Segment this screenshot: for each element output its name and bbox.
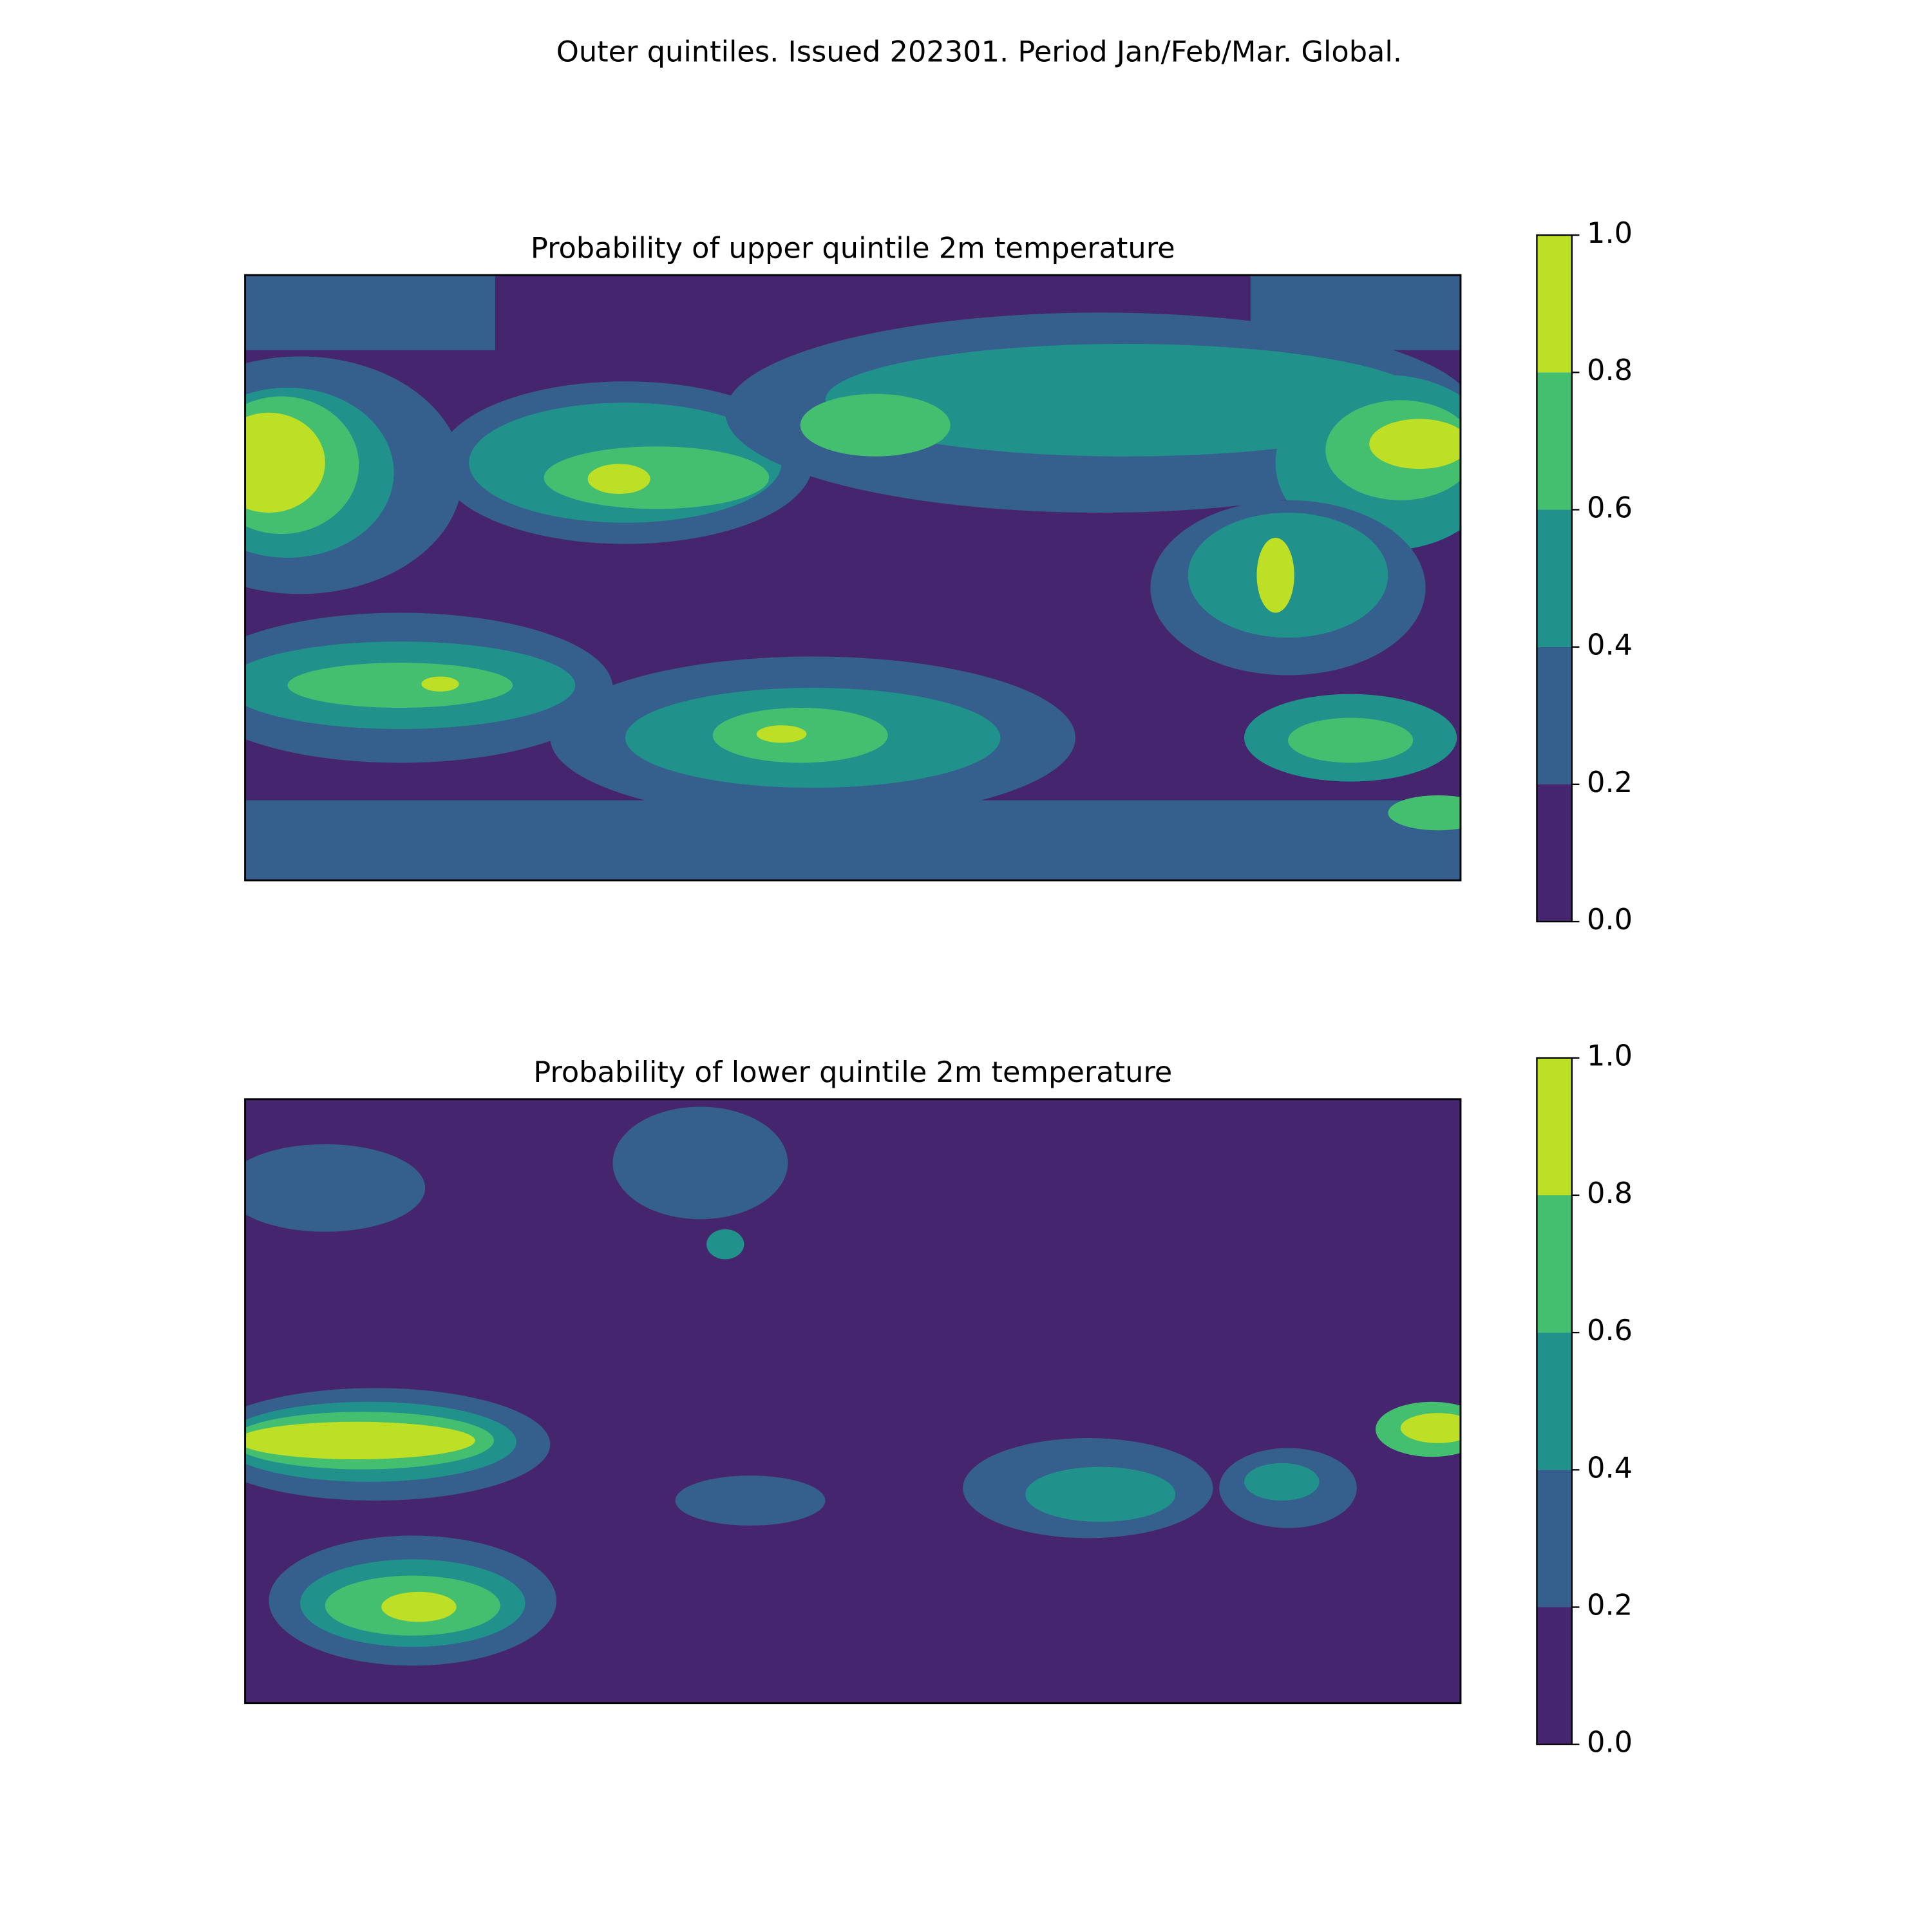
subplot-title: Probability of upper quintile 2m tempera… (531, 231, 1175, 265)
field (1244, 1463, 1320, 1501)
colorbar-tick-label: 0.8 (1587, 1177, 1633, 1210)
field (756, 725, 807, 743)
colorbar-tick-label: 0.0 (1587, 1726, 1633, 1759)
colorbar-band (1537, 372, 1572, 510)
field (675, 1475, 826, 1526)
colorbar-tick-label: 0.4 (1587, 629, 1633, 662)
colorbar-band (1537, 235, 1572, 373)
colorbar-band (1537, 509, 1572, 647)
field (544, 446, 770, 509)
colorbar-band (1537, 1195, 1572, 1333)
colorbar-tick-label: 0.2 (1587, 766, 1633, 799)
colorbar-tick-label: 1.0 (1587, 1039, 1633, 1073)
map-field (245, 1099, 1461, 1703)
field (245, 1421, 475, 1460)
colorbar-frame (1536, 234, 1573, 923)
field (1400, 1413, 1461, 1443)
subplot-title: Probability of lower quintile 2m tempera… (533, 1056, 1172, 1089)
colorbar-band (1537, 1057, 1572, 1195)
field (1025, 1466, 1176, 1522)
field (1256, 537, 1294, 613)
colorbar-band (1537, 784, 1572, 922)
map-frame (244, 1098, 1462, 1705)
colorbar-frame (1536, 1057, 1573, 1745)
field (245, 275, 495, 350)
colorbar-tick-label: 0.6 (1587, 1314, 1633, 1347)
colorbar-tick-label: 0.6 (1587, 491, 1633, 524)
colorbar-tick-label: 1.0 (1587, 216, 1633, 250)
field (800, 393, 951, 457)
field (706, 1229, 744, 1260)
colorbar-tick-label: 0.4 (1587, 1451, 1633, 1484)
field (421, 676, 459, 692)
colorbar-band (1537, 647, 1572, 784)
colorbar-tick-label: 0.2 (1587, 1589, 1633, 1622)
field (612, 1106, 788, 1220)
colorbar-band (1537, 1607, 1572, 1745)
colorbar-tick-label: 0.0 (1587, 903, 1633, 936)
field (245, 412, 325, 513)
colorbar-tick-label: 0.8 (1587, 354, 1633, 387)
field (1288, 717, 1414, 763)
field (287, 663, 513, 708)
field (587, 464, 650, 494)
field (825, 343, 1426, 457)
colorbar-band (1537, 1470, 1572, 1607)
figure-title: Outer quintiles. Issued 202301. Period J… (556, 35, 1402, 68)
field (1388, 795, 1461, 831)
field (381, 1591, 457, 1622)
field (245, 1144, 426, 1232)
field (1369, 419, 1461, 469)
map-frame (244, 274, 1462, 882)
map-field (245, 275, 1461, 880)
colorbar-band (1537, 1332, 1572, 1470)
